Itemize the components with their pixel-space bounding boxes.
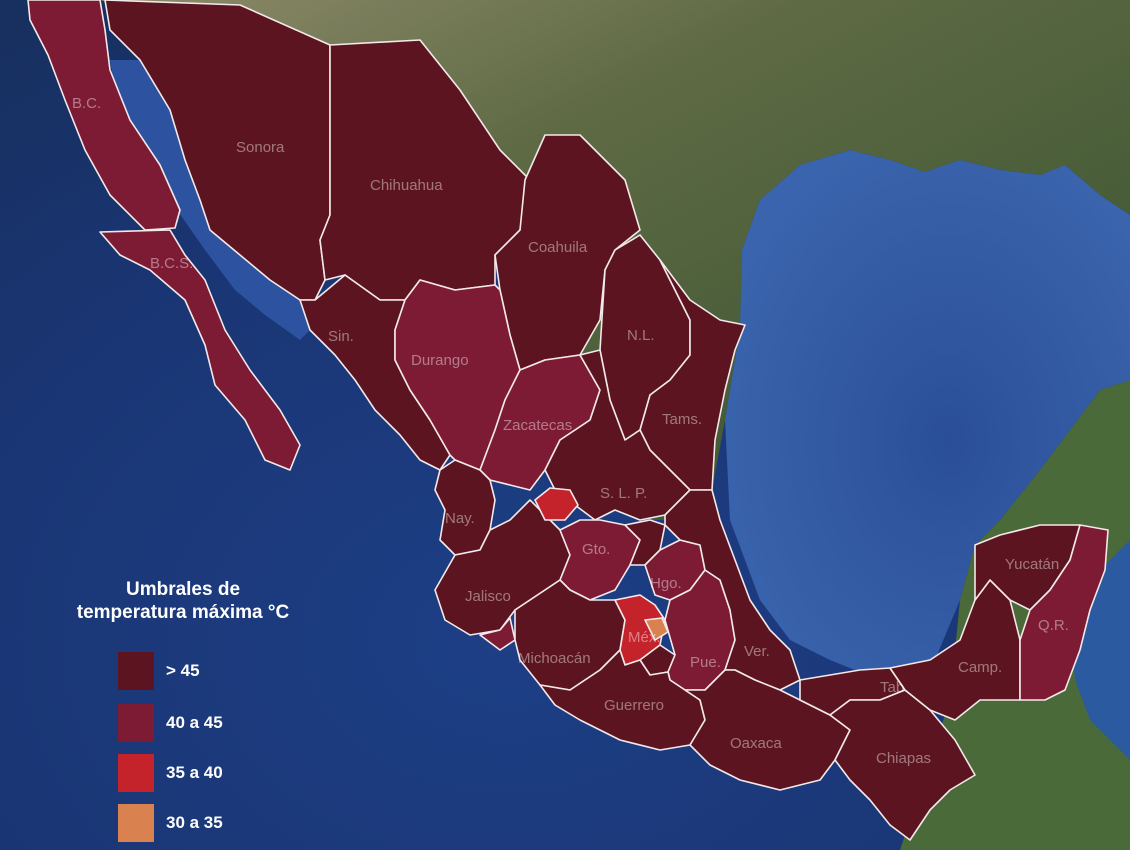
state-chiapas[interactable] [829,689,976,841]
state-bc[interactable] [27,0,181,231]
label-oaxaca: Oaxaca [730,735,782,752]
label-tams: Tams. [662,411,702,428]
sea-of-cortez [110,60,320,340]
caribbean-land [900,380,1130,850]
label-chiapas: Chiapas [876,750,931,767]
label-mex: Méx. [628,629,661,646]
state-qroo[interactable] [1019,524,1109,701]
label-bc: B.C. [72,95,101,112]
legend-swatch [118,804,154,842]
legend-swatch [118,704,154,742]
label-qroo: Q.R. [1038,617,1069,634]
state-slp[interactable] [544,349,691,521]
label-sinaloa: Sin. [328,328,354,345]
label-tab: Tab. [880,679,908,696]
label-sonora: Sonora [236,139,285,156]
state-ags[interactable] [534,487,579,521]
gulf-of-mexico [725,150,1130,680]
label-yucatan: Yucatán [1005,556,1059,573]
label-jalisco: Jalisco [465,588,511,605]
label-coahuila: Coahuila [528,239,588,256]
label-gto: Gto. [582,541,610,558]
label-chihuahua: Chihuahua [370,177,443,194]
label-guerrero: Guerrero [604,697,664,714]
states-layer [27,0,1109,841]
legend-label: 40 a 45 [166,713,223,732]
legend-label: 30 a 35 [166,813,223,832]
state-guerrero[interactable] [539,649,706,751]
state-colima[interactable] [479,617,516,651]
legend-swatch [118,754,154,792]
legend-label: > 45 [166,661,200,680]
state-bcs[interactable] [99,229,301,471]
legend-title: Umbrales de temperatura máxima °C [38,578,328,624]
legend-title-line-2: temperatura máxima °C [76,602,290,623]
label-ver: Ver. [744,643,770,660]
label-camp: Camp. [958,659,1002,676]
state-coahuila[interactable] [494,134,641,371]
label-bcs: B.C.S. [150,255,193,272]
legend: Umbrales de temperatura máxima °C > 45 4… [38,578,338,842]
state-labels: B.C. B.C.S. Sonora Chihuahua Coahuila N.… [72,95,1069,767]
state-gto[interactable] [559,519,641,601]
label-nayarit: Nay. [445,510,475,527]
legend-label: 35 a 40 [166,763,223,782]
label-hgo: Hgo. [650,575,682,592]
legend-title-line-1: Umbrales de [125,579,241,600]
label-michoacan: Michoacán [518,650,591,667]
label-nl: N.L. [627,327,655,344]
label-slp: S. L. P. [600,485,647,502]
label-durango: Durango [411,352,469,369]
label-zacatecas: Zacatecas [503,417,572,434]
legend-swatch [118,652,154,690]
label-pue: Pue. [690,654,721,671]
